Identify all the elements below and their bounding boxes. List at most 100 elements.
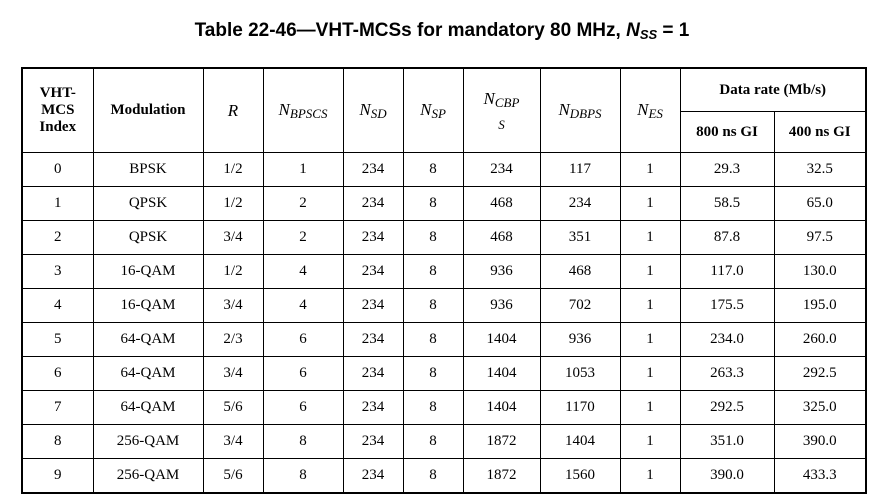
cell-rate-400ns: 260.0: [773, 322, 867, 357]
cell-rate-800ns: 351.0: [679, 424, 775, 459]
header-ndbps: NDBPS: [539, 67, 621, 153]
cell-nsd: 234: [342, 220, 404, 255]
cell-nsp: 8: [402, 220, 464, 255]
cell-index: 8: [21, 424, 94, 459]
cell-index: 4: [21, 288, 94, 323]
cell-nsd: 234: [342, 458, 404, 494]
cell-nes: 1: [619, 254, 681, 289]
cell-ndbps: 702: [539, 288, 621, 323]
cell-ndbps: 351: [539, 220, 621, 255]
cell-rate-800ns: 263.3: [679, 356, 775, 391]
cell-ndbps: 1053: [539, 356, 621, 391]
cell-ndbps: 936: [539, 322, 621, 357]
cell-modulation: QPSK: [92, 186, 204, 221]
cell-r: 3/4: [202, 288, 264, 323]
table-row: 6 64-QAM 3/4 6 234 8 1404 1053 1 263.3 292.5: [21, 356, 867, 391]
header-modulation: Modulation: [92, 67, 204, 153]
cell-ndbps: 117: [539, 152, 621, 187]
cell-modulation: 16-QAM: [92, 288, 204, 323]
cell-rate-400ns: 390.0: [773, 424, 867, 459]
table-row: 4 16-QAM 3/4 4 234 8 936 702 1 175.5 195.0: [21, 288, 867, 323]
cell-nbpscs: 2: [262, 186, 344, 221]
cell-rate-400ns: 130.0: [773, 254, 867, 289]
table-row: 7 64-QAM 5/6 6 234 8 1404 1170 1 292.5 325.0: [21, 390, 867, 425]
cell-nsp: 8: [402, 186, 464, 221]
header-index-line1: VHT-: [39, 85, 76, 101]
cell-nsd: 234: [342, 288, 404, 323]
cell-nsd: 234: [342, 322, 404, 357]
cell-nsp: 8: [402, 254, 464, 289]
caption-sub: SS: [639, 27, 658, 42]
cell-r: 1/2: [202, 186, 264, 221]
cell-modulation: 64-QAM: [92, 322, 204, 357]
cell-nsp: 8: [402, 288, 464, 323]
header-data-rate: Data rate (Mb/s): [679, 67, 867, 112]
table-body: 0 BPSK 1/2 1 234 8 234 117 1 29.3 32.5 1 QPSK 1/2 2 234…: [21, 152, 867, 494]
cell-modulation: 256-QAM: [92, 424, 204, 459]
cell-rate-800ns: 29.3: [679, 152, 775, 187]
caption-suffix: = 1: [657, 20, 690, 41]
table-row: 0 BPSK 1/2 1 234 8 234 117 1 29.3 32.5: [21, 152, 867, 187]
cell-r: 1/2: [202, 254, 264, 289]
cell-nsp: 8: [402, 322, 464, 357]
cell-ncbps: 234: [462, 152, 541, 187]
cell-rate-800ns: 390.0: [679, 458, 775, 494]
cell-nsd: 234: [342, 424, 404, 459]
table-row: 1 QPSK 1/2 2 234 8 468 234 1 58.5 65.0: [21, 186, 867, 221]
cell-ndbps: 1170: [539, 390, 621, 425]
cell-r: 2/3: [202, 322, 264, 357]
header-index: VHT- MCS Index: [21, 67, 94, 153]
cell-nbpscs: 4: [262, 288, 344, 323]
cell-index: 7: [21, 390, 94, 425]
cell-r: 5/6: [202, 390, 264, 425]
header-400ns-gi: 400 ns GI: [773, 111, 867, 153]
table-row: 2 QPSK 3/4 2 234 8 468 351 1 87.8 97.5: [21, 220, 867, 255]
cell-r: 3/4: [202, 220, 264, 255]
cell-rate-800ns: 175.5: [679, 288, 775, 323]
cell-r: 3/4: [202, 356, 264, 391]
header-index-line2: MCS: [41, 102, 75, 118]
cell-nsd: 234: [342, 152, 404, 187]
cell-modulation: 64-QAM: [92, 390, 204, 425]
cell-nsp: 8: [402, 424, 464, 459]
cell-rate-400ns: 65.0: [773, 186, 867, 221]
cell-nbpscs: 2: [262, 220, 344, 255]
cell-nbpscs: 1: [262, 152, 344, 187]
header-800ns-gi: 800 ns GI: [679, 111, 775, 153]
cell-rate-400ns: 32.5: [773, 152, 867, 187]
cell-rate-400ns: 433.3: [773, 458, 867, 494]
table-row: 9 256-QAM 5/6 8 234 8 1872 1560 1 390.0 433.3: [21, 458, 867, 494]
cell-index: 5: [21, 322, 94, 357]
cell-r: 1/2: [202, 152, 264, 187]
cell-nbpscs: 8: [262, 458, 344, 494]
cell-nbpscs: 6: [262, 390, 344, 425]
cell-modulation: 16-QAM: [92, 254, 204, 289]
cell-rate-800ns: 117.0: [679, 254, 775, 289]
cell-nes: 1: [619, 288, 681, 323]
cell-nes: 1: [619, 152, 681, 187]
caption-prefix: Table 22-46—VHT-MCSs for mandatory 80 MH…: [194, 20, 627, 41]
cell-rate-800ns: 87.8: [679, 220, 775, 255]
header-index-line3: Index: [39, 119, 77, 135]
cell-index: 6: [21, 356, 94, 391]
table-row: 5 64-QAM 2/3 6 234 8 1404 936 1 234.0 260.0: [21, 322, 867, 357]
header-ncbps: NCBP S: [462, 67, 541, 153]
caption-var: N: [626, 20, 640, 41]
cell-rate-800ns: 234.0: [679, 322, 775, 357]
cell-nbpscs: 4: [262, 254, 344, 289]
cell-nes: 1: [619, 390, 681, 425]
cell-nsp: 8: [402, 152, 464, 187]
cell-index: 0: [21, 152, 94, 187]
table-row: 3 16-QAM 1/2 4 234 8 936 468 1 117.0 130.0: [21, 254, 867, 289]
cell-nsd: 234: [342, 186, 404, 221]
cell-nsp: 8: [402, 458, 464, 494]
cell-modulation: 256-QAM: [92, 458, 204, 494]
vht-mcs-table: VHT- MCS Index Modulation R NBPSCS NSD N…: [21, 67, 867, 494]
cell-nsd: 234: [342, 390, 404, 425]
cell-nsp: 8: [402, 356, 464, 391]
header-nsd: NSD: [342, 67, 404, 153]
cell-rate-400ns: 195.0: [773, 288, 867, 323]
cell-nes: 1: [619, 322, 681, 357]
table-row: 8 256-QAM 3/4 8 234 8 1872 1404 1 351.0 390.0: [21, 424, 867, 459]
cell-ncbps: 468: [462, 220, 541, 255]
